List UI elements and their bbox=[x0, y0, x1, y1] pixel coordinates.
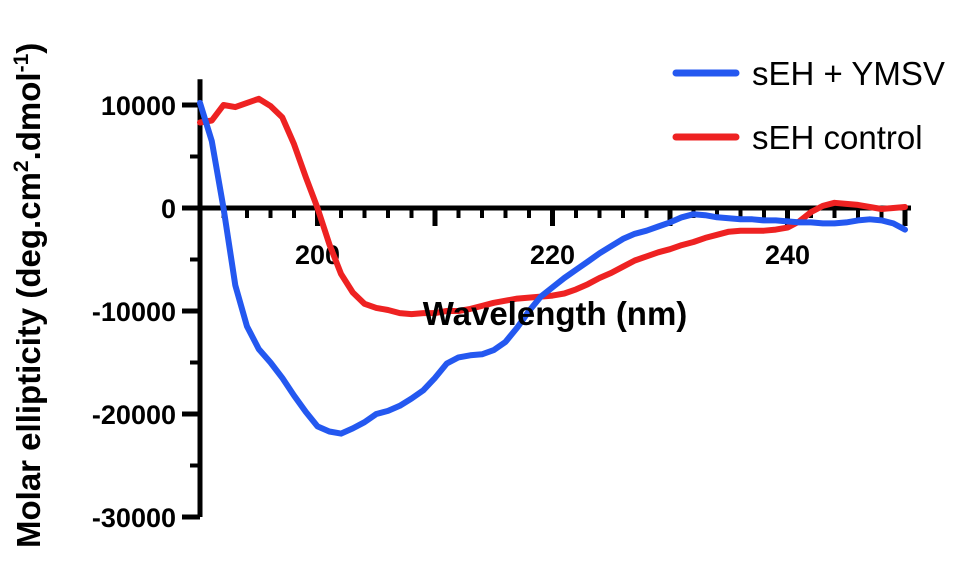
y-tick-label: 0 bbox=[161, 194, 176, 224]
series-layer bbox=[197, 95, 908, 437]
series-line-control bbox=[197, 95, 908, 318]
legend-label: sEH control bbox=[752, 119, 923, 156]
y-axis-title: Molar ellipticity (deg.cm2.dmol-1) bbox=[10, 43, 47, 548]
x-tick-label: 220 bbox=[530, 240, 575, 270]
y-axis-title-part-2: .dmol bbox=[10, 72, 47, 160]
y-axis-title-superscript-2: -1 bbox=[10, 53, 33, 72]
series-line-ymsv bbox=[197, 99, 908, 437]
y-axis-title-part-3: ) bbox=[10, 43, 47, 54]
y-tick-label: 10000 bbox=[101, 91, 176, 121]
legend: sEH + YMSV sEH control bbox=[672, 55, 945, 156]
y-tick-label: -10000 bbox=[92, 297, 176, 327]
y-tick-label: -20000 bbox=[92, 400, 176, 430]
y-axis-title-superscript-1: 2 bbox=[10, 160, 33, 172]
legend-label: sEH + YMSV bbox=[752, 55, 945, 92]
y-axis-title-part-1: Molar ellipticity (deg.cm bbox=[10, 172, 47, 548]
svg-text:Molar ellipticity (deg.cm2.dmo: Molar ellipticity (deg.cm2.dmol-1) bbox=[10, 43, 47, 548]
x-tick-label: 240 bbox=[765, 240, 810, 270]
y-tick-label: -30000 bbox=[92, 503, 176, 533]
x-axis-title: Wavelength (nm) bbox=[423, 295, 688, 332]
